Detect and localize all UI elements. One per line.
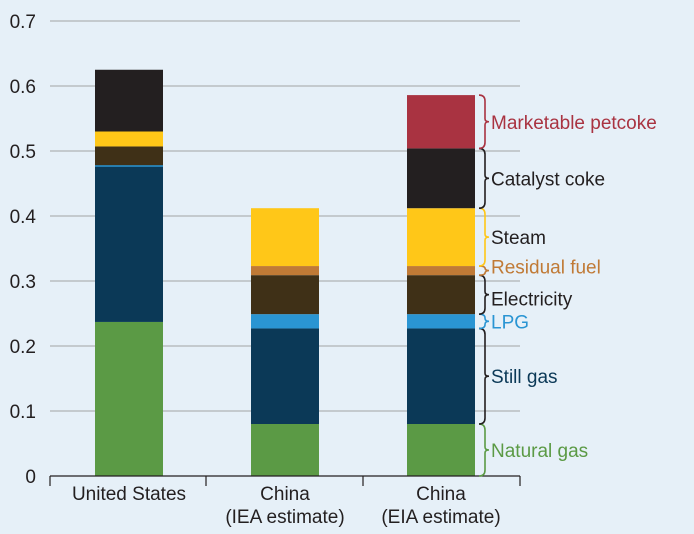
y-tick-label: 0.1 xyxy=(10,402,36,423)
legend-label: Marketable petcoke xyxy=(491,113,657,134)
legend-label: LPG xyxy=(491,312,529,333)
legend-label: Steam xyxy=(491,228,546,249)
legend-label: Residual fuel xyxy=(491,258,601,279)
bar-stack xyxy=(407,95,475,476)
legend-label: Still gas xyxy=(491,367,558,388)
bar-segment xyxy=(407,266,475,276)
bar-segment xyxy=(95,165,163,322)
bar-segment xyxy=(407,148,475,209)
bar-segment xyxy=(95,131,163,147)
legend-label: Electricity xyxy=(491,290,573,311)
x-axis-tick-labels: United States China(IEA estimate)China(EI… xyxy=(72,484,501,528)
bar-segment xyxy=(251,424,319,476)
y-tick-label: 0.6 xyxy=(10,77,36,98)
bar-segment xyxy=(251,266,319,276)
legend-brace xyxy=(478,94,490,150)
x-tick-label: (EIA estimate) xyxy=(381,507,500,528)
y-tick-label: 0 xyxy=(25,467,36,488)
bar-segment xyxy=(407,208,475,267)
bar-segment xyxy=(251,328,319,424)
x-axis xyxy=(49,475,521,486)
legend-label: Catalyst coke xyxy=(491,169,605,190)
bar-segment xyxy=(407,424,475,476)
bar-segment xyxy=(407,275,475,315)
bar-segment xyxy=(251,314,319,329)
x-tick-label: (IEA estimate) xyxy=(225,507,344,528)
bar-stack xyxy=(95,69,163,476)
bar-segment xyxy=(251,275,319,315)
bar-segment xyxy=(95,146,163,166)
y-tick-label: 0.4 xyxy=(10,207,37,228)
legend-brace xyxy=(478,274,490,315)
bar-segment xyxy=(95,69,163,132)
x-tick-label: United States xyxy=(72,484,186,505)
bars xyxy=(95,69,475,476)
x-tick-label: China xyxy=(260,484,310,505)
legend-brace xyxy=(478,207,490,267)
y-tick-label: 0.7 xyxy=(10,12,36,33)
legend-brace xyxy=(478,327,490,425)
legend-brace xyxy=(478,313,490,330)
bar-segment xyxy=(407,328,475,424)
bar-segment xyxy=(251,208,319,267)
legend-brace xyxy=(478,265,490,276)
bar-segment xyxy=(407,314,475,329)
y-tick-label: 0.2 xyxy=(10,337,36,358)
x-tick-label: China xyxy=(416,484,466,505)
bar-stack xyxy=(251,208,319,476)
bar-segment xyxy=(407,95,475,149)
legend-label: Natural gas xyxy=(491,441,588,462)
bar-segment xyxy=(95,321,163,476)
y-axis-tick-labels: 0 0.1 0.2 0.3 0.4 0.5 0.6 0.7 xyxy=(10,12,37,488)
legend-brace xyxy=(478,147,490,209)
y-tick-label: 0.3 xyxy=(10,272,36,293)
legend-brace xyxy=(478,423,490,477)
y-tick-label: 0.5 xyxy=(10,142,36,163)
